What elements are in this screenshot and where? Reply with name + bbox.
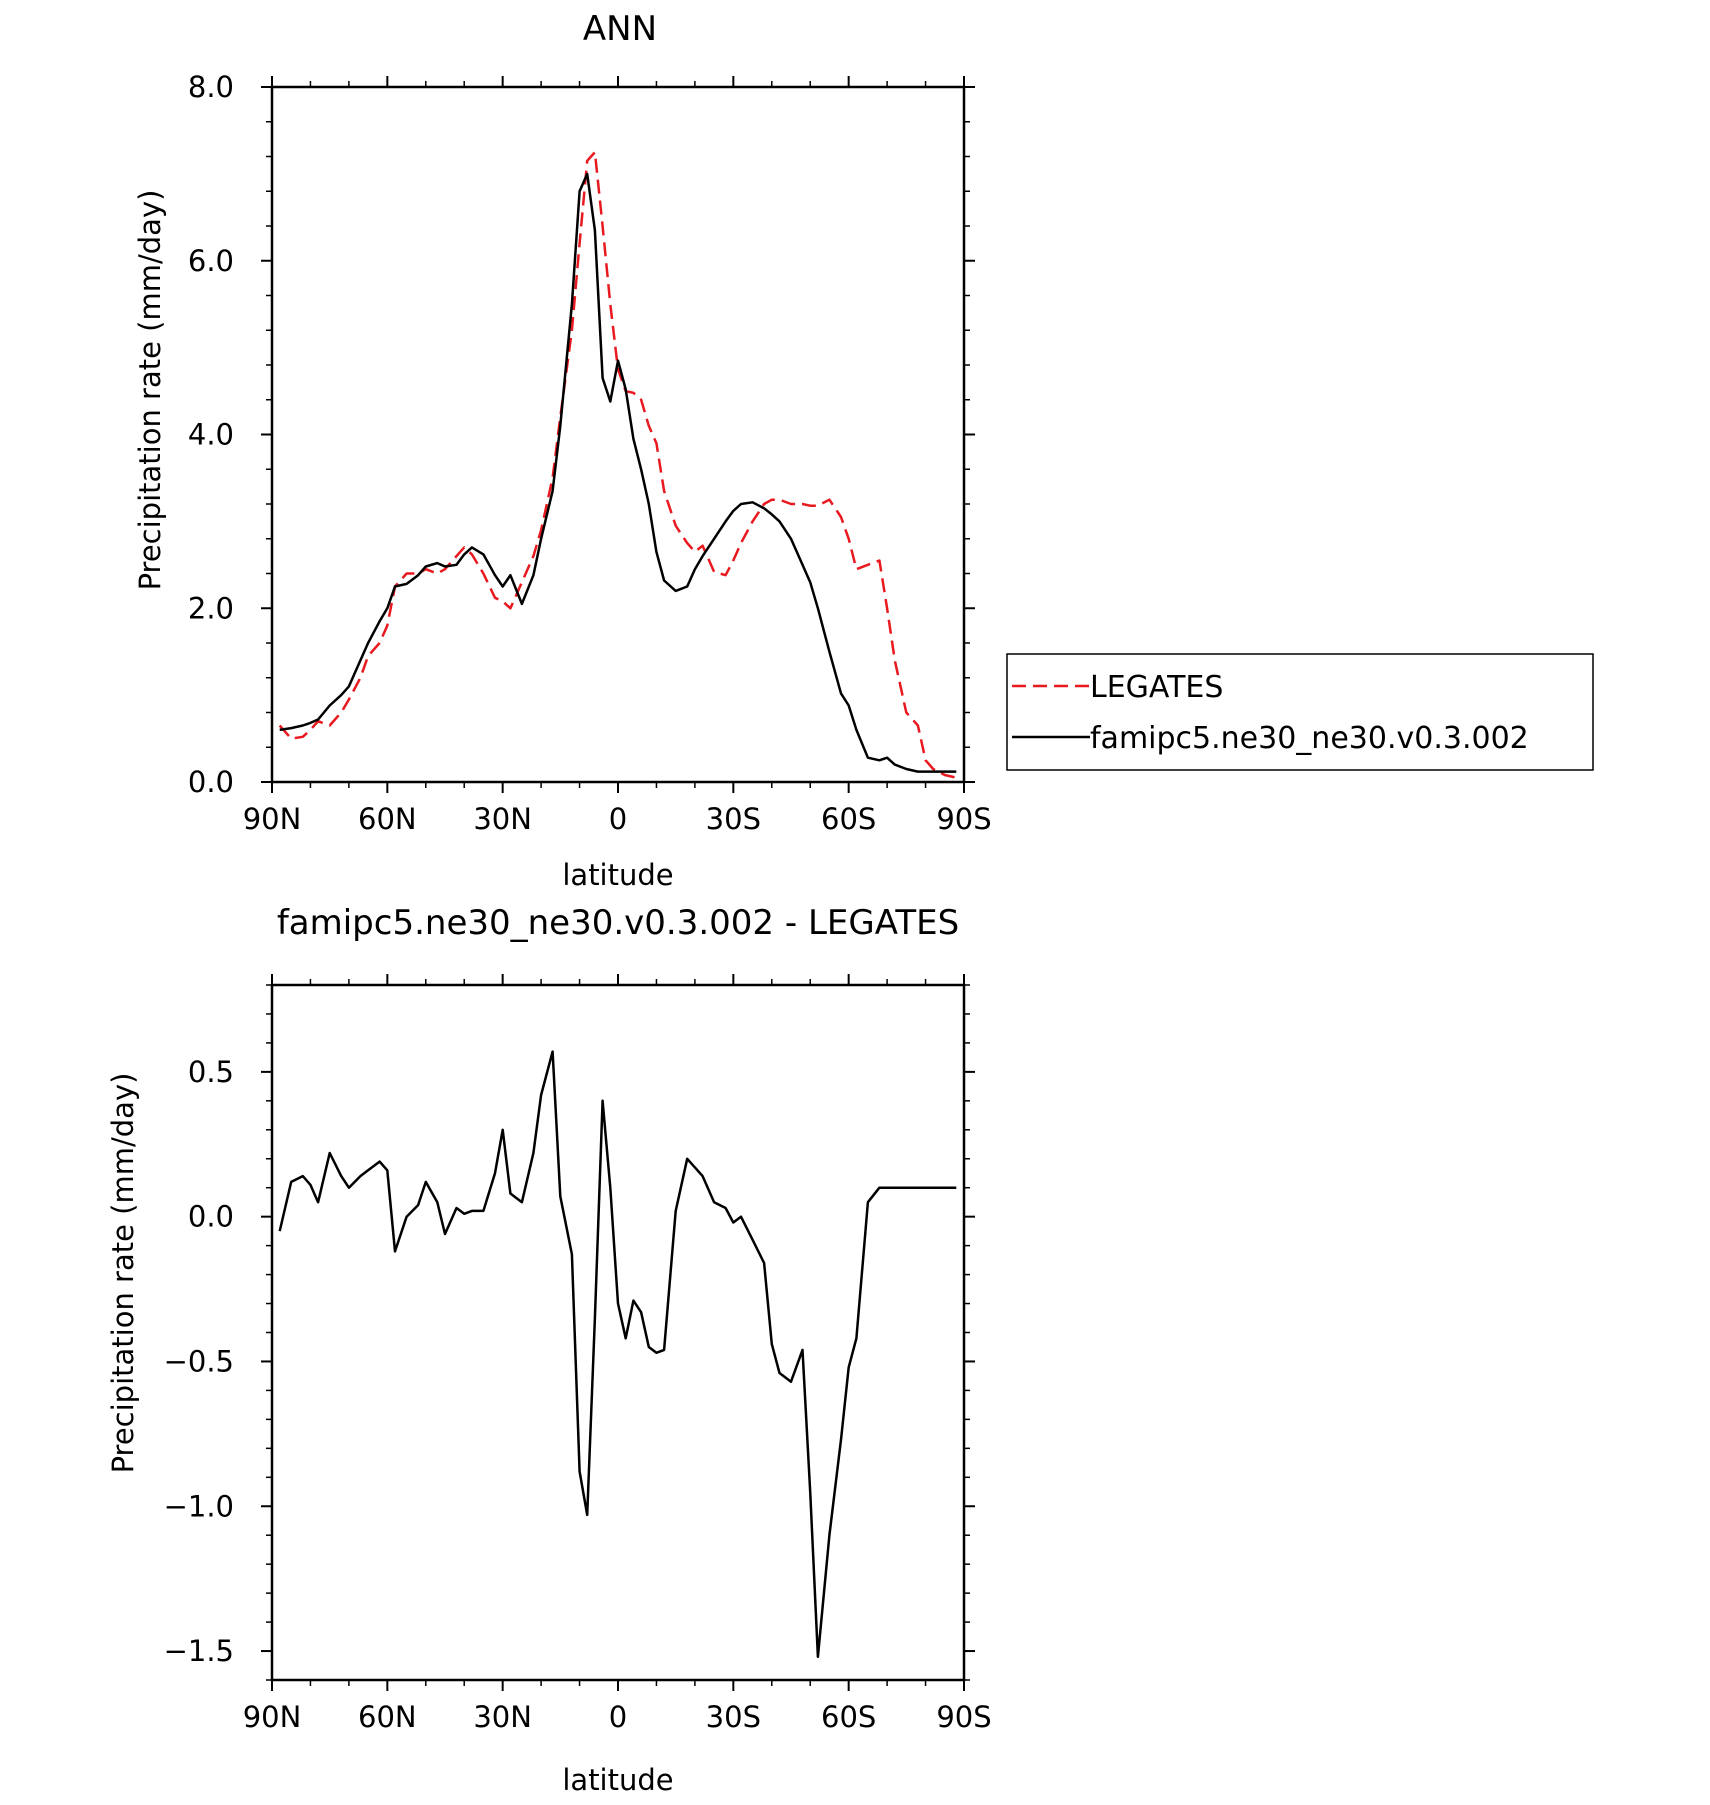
plot-frame [270, 85, 966, 784]
legend: LEGATES famipc5.ne30_ne30.v0.3.002 [1006, 653, 1594, 771]
top-chart-title: ANN [583, 9, 657, 49]
x-tick-label: 30N [473, 1700, 532, 1734]
bottom-panel-difference: famipc5.ne30_ne30.v0.3.002 - LEGATES 90N… [106, 903, 992, 1797]
y-tick-label: 0.0 [188, 1200, 234, 1234]
x-tick-label: 60S [821, 802, 876, 836]
y-tick-label: −0.5 [164, 1344, 234, 1378]
bottom-axes: 90N 60N 30N 0 30S 60S 90S −1.5 −1.0 −0.5 0.0 0.5 [164, 974, 992, 1734]
bottom-series-group [278, 1050, 957, 1659]
x-tick-label: 30N [473, 802, 532, 836]
y-tick-label: 2.0 [188, 591, 234, 625]
y-tick-label: 0.5 [188, 1055, 234, 1089]
legend-box [1006, 653, 1594, 771]
x-tick-label: 90N [243, 1700, 302, 1734]
y-tick-label: 8.0 [188, 70, 234, 104]
top-axes: 90N 60N 30N 0 30S 60S 90S 0.0 2.0 4.0 6.0 8.0 [188, 70, 992, 836]
x-tick-label: 60N [358, 802, 417, 836]
series-line-legates [278, 150, 957, 779]
x-tick-label: 60N [358, 1700, 417, 1734]
x-tick-label: 30S [706, 802, 761, 836]
y-tick-label: 6.0 [188, 244, 234, 278]
top-x-axis-label: latitude [562, 858, 673, 892]
x-tick-label: 30S [706, 1700, 761, 1734]
x-tick-label: 0 [609, 802, 627, 836]
x-tick-label: 90N [243, 802, 302, 836]
y-tick-label: −1.0 [164, 1489, 234, 1523]
series-line-famipc5-ne30-ne30-v0-3-002 [279, 172, 957, 773]
y-tick-label: 0.0 [188, 765, 234, 799]
x-tick-label: 90S [936, 802, 991, 836]
series-line-difference [278, 1050, 957, 1659]
top-series-group [278, 150, 957, 779]
legend-label-model: famipc5.ne30_ne30.v0.3.002 [1090, 721, 1529, 756]
plot-frame [270, 983, 966, 1682]
top-y-axis-label: Precipitation rate (mm/day) [133, 190, 167, 591]
x-tick-label: 90S [936, 1700, 991, 1734]
y-tick-label: 4.0 [188, 418, 234, 452]
bottom-x-axis-label: latitude [562, 1763, 673, 1797]
y-tick-label: −1.5 [164, 1634, 234, 1668]
x-tick-label: 0 [609, 1700, 627, 1734]
bottom-chart-title: famipc5.ne30_ne30.v0.3.002 - LEGATES [277, 903, 959, 943]
legend-label-legates: LEGATES [1090, 670, 1223, 705]
bottom-y-axis-label: Precipitation rate (mm/day) [106, 1073, 140, 1474]
top-panel-mean-precipitation: ANN 90N 60N 30N 0 30S 60S 90S 0.0 2.0 4.0 6.0 8.0 l… [133, 9, 1594, 892]
x-tick-label: 60S [821, 1700, 876, 1734]
